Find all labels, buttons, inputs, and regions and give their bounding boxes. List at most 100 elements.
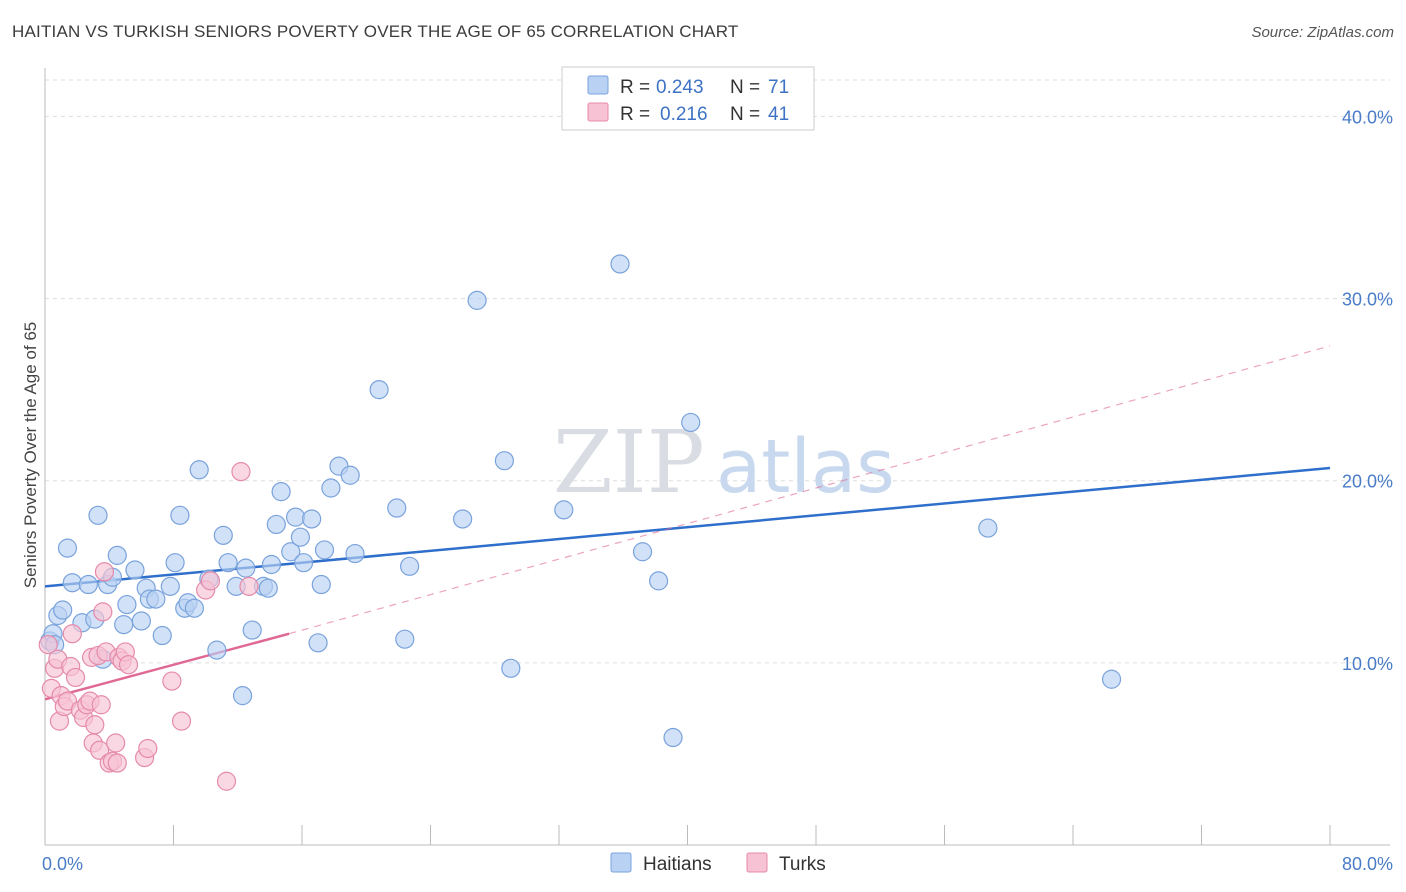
legend-turks-r-value: 0.216	[660, 104, 708, 125]
chart-source: Source: ZipAtlas.com	[1251, 24, 1394, 41]
bottom-legend-turks-label: Turks	[779, 854, 826, 875]
legend-turks-swatch	[587, 102, 609, 122]
tick-labels: 10.0% 20.0% 30.0% 40.0% 0.0% 80.0%	[42, 107, 1393, 874]
haitians-point	[648, 571, 669, 591]
axis-layer	[44, 68, 1390, 846]
legend-haitians-swatch	[587, 75, 609, 95]
turks-point	[107, 753, 127, 773]
haitians-point	[467, 290, 487, 310]
turks-point	[231, 462, 251, 482]
haitians-point	[160, 576, 180, 596]
haitians-point	[184, 598, 204, 618]
haitians-point	[88, 505, 108, 525]
turks-point	[200, 571, 221, 591]
turks-point	[138, 738, 158, 759]
haitians-point	[663, 727, 683, 748]
haitians-point	[218, 553, 238, 573]
turks-point	[85, 715, 105, 735]
haitians-point	[207, 640, 227, 660]
legend-haitians-n-label: N =	[730, 77, 760, 98]
haitians-point	[387, 498, 407, 518]
haitians-trend-line	[44, 466, 1331, 588]
x-tick-label: 80.0%	[1342, 854, 1393, 874]
haitians-point	[395, 629, 415, 649]
legend-turks-n-value: 41	[768, 104, 789, 125]
haitians-point	[554, 500, 574, 520]
legend-haitians-r-value: 0.243	[656, 77, 704, 98]
haitians-point	[321, 478, 341, 498]
haitians-point	[281, 542, 301, 562]
legend-haitians-n-value: 71	[768, 77, 789, 98]
haitians-point	[266, 514, 286, 535]
turks-point	[106, 733, 126, 753]
y-tick-label: 10.0%	[1342, 654, 1393, 674]
haitians-point	[114, 615, 134, 635]
turks-point	[162, 671, 182, 691]
bottom-legend-turks-swatch	[746, 852, 768, 873]
haitians-point	[271, 482, 291, 502]
haitians-point	[978, 518, 998, 538]
haitians-point	[152, 625, 172, 646]
legend: R = 0.243 N = 71 R = 0.216 N = 41	[561, 66, 815, 131]
turks-point	[118, 655, 139, 675]
x-tick-label: 0.0%	[42, 854, 83, 874]
haitians-point	[62, 573, 82, 593]
bottom-legend: Haitians Turks	[610, 852, 826, 875]
haitians-point	[232, 686, 253, 706]
haitians-point	[340, 465, 360, 485]
haitians-point	[53, 600, 73, 620]
haitians-point	[78, 574, 98, 595]
bottom-legend-haitians-swatch	[610, 852, 632, 873]
turks-point	[216, 771, 237, 791]
haitians-point	[236, 558, 256, 578]
haitians-point	[242, 620, 262, 640]
bottom-legend-haitians-label: Haitians	[643, 854, 712, 875]
turks-trend-line	[44, 632, 290, 701]
haitians-point	[125, 560, 145, 580]
haitians-point	[311, 574, 331, 595]
y-tick-label: 30.0%	[1342, 290, 1393, 310]
haitians-point	[213, 525, 233, 545]
haitians-point	[146, 589, 166, 609]
watermark: ZIP atlas	[553, 413, 895, 513]
haitians-point	[501, 658, 521, 678]
turks-point	[65, 667, 86, 688]
turks-point	[91, 695, 111, 715]
haitians-point	[308, 633, 328, 653]
haitians-point	[258, 578, 278, 598]
haitians-point	[117, 594, 137, 615]
watermark-zip: ZIP	[553, 413, 705, 513]
haitians-point	[285, 507, 306, 527]
legend-turks-n-label: N =	[730, 104, 760, 125]
turks-trend-extension	[288, 345, 1331, 635]
trend-layer	[44, 345, 1331, 701]
y-tick-label: 20.0%	[1342, 472, 1393, 492]
haitians-point	[494, 451, 514, 471]
haitians-point	[261, 554, 282, 575]
haitians-point	[632, 542, 653, 562]
haitians-point	[400, 556, 420, 576]
turks-point	[90, 740, 110, 760]
turks-point	[38, 635, 58, 655]
legend-haitians-r-label: R =	[620, 77, 650, 98]
haitians-point	[57, 538, 78, 558]
haitians-point	[314, 540, 335, 560]
haitians-point	[294, 553, 314, 573]
turks-point	[93, 602, 113, 622]
turks-point	[239, 576, 259, 596]
haitians-point	[610, 254, 630, 274]
turks-point	[94, 562, 115, 582]
haitians-point	[131, 611, 151, 631]
chart-title: HAITIAN VS TURKISH SENIORS POVERTY OVER …	[12, 22, 739, 41]
haitians-point	[165, 553, 185, 573]
turks-point	[171, 711, 192, 731]
points-layer	[38, 254, 1122, 791]
y-axis-label: Seniors Poverty Over the Age of 65	[21, 322, 40, 588]
haitians-point	[681, 412, 701, 433]
haitians-point	[1101, 669, 1122, 689]
haitians-point	[170, 505, 190, 525]
legend-turks-r-label: R =	[620, 104, 650, 125]
haitians-point	[290, 527, 310, 547]
haitians-point	[345, 543, 365, 564]
